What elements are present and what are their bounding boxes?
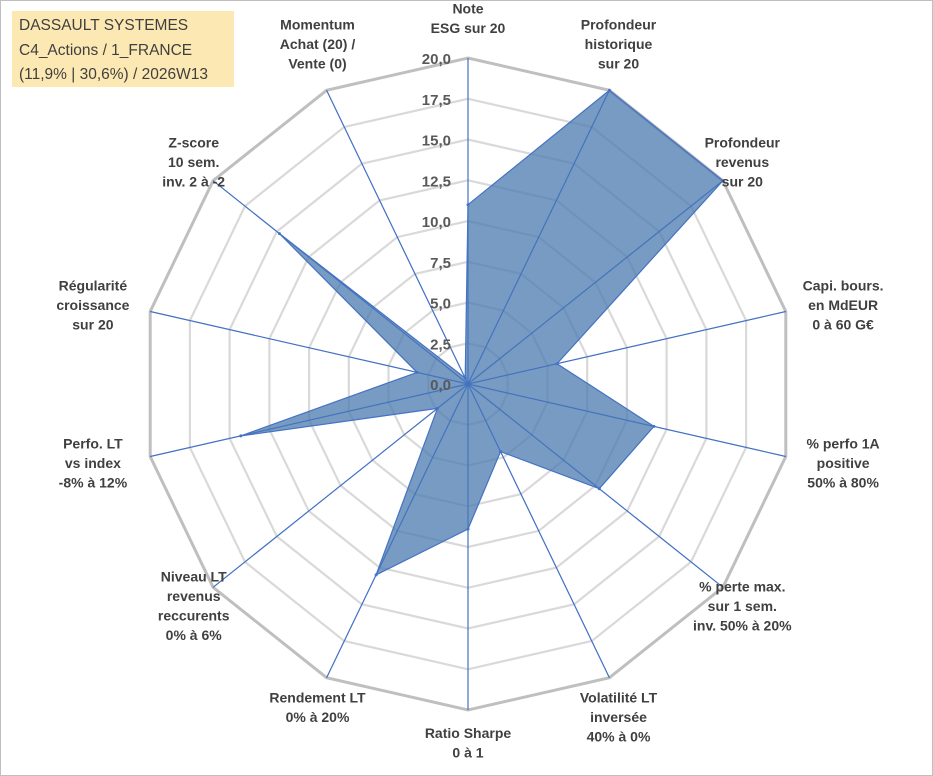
axis-label-line: sur 1 sem. — [708, 598, 777, 614]
axis-label-line: revenus — [715, 154, 769, 170]
axis-label: Momentum Achat (20) / Vente (0) — [280, 16, 356, 71]
axis-label: Perfo. LT vs index -8% à 12% — [59, 436, 128, 491]
data-point — [499, 450, 502, 454]
axis-label: Profondeur revenus sur 20 — [705, 135, 781, 190]
data-point — [721, 179, 725, 183]
axis-label-line: -8% à 12% — [59, 475, 128, 491]
data-point — [435, 406, 439, 410]
axis-spoke-overlay — [467, 383, 786, 457]
tick-label: 2,5 — [430, 336, 451, 353]
data-point — [466, 203, 470, 207]
axis-spoke-overlay — [326, 90, 469, 385]
axis-label-line: positive — [817, 455, 870, 471]
axis-label-line: inversée — [590, 709, 647, 725]
axis-spoke-overlay — [150, 311, 469, 385]
data-point — [277, 232, 281, 236]
tick-label: 15,0 — [422, 133, 451, 150]
axis-label: Volatilité LT inversée 40% à 0% — [580, 690, 658, 745]
title-line-stats: (11,9% | 30,6%) / 2026W13 — [19, 66, 208, 83]
axis-label: Note ESG sur 20 — [431, 1, 506, 36]
axis-label-line: Profondeur — [581, 16, 657, 32]
axis-label-line: sur 20 — [722, 174, 763, 190]
axis-label-line: 50% à 80% — [807, 475, 879, 491]
axis-spoke-overlay — [150, 383, 469, 457]
axis-label-line: % perte max. — [699, 579, 785, 595]
axis-label-line: 0% à 6% — [166, 627, 223, 643]
data-point — [652, 424, 656, 428]
axis-label: Régularité croissance sur 20 — [56, 277, 129, 332]
axis-spoke-overlay — [467, 383, 610, 678]
axis-label: Rendement LT 0% à 20% — [269, 690, 366, 726]
axis-spoke-overlay — [212, 383, 469, 588]
axis-label-line: Profondeur — [705, 135, 781, 151]
axis-label-line: 0% à 20% — [286, 709, 350, 725]
axis-label: Capi. bours. en MdEUR 0 à 60 G€ — [803, 277, 884, 332]
axis-spoke-overlay — [326, 383, 469, 678]
data-point — [597, 487, 601, 491]
title-line-company: DASSAULT SYSTEMES — [19, 17, 189, 34]
axis-label-line: 0 à 60 G€ — [812, 316, 874, 332]
axis-label-line: Ratio Sharpe — [425, 725, 512, 741]
axis-label-line: inv. 50% à 20% — [693, 618, 792, 634]
axis-spoke-overlay — [467, 90, 610, 385]
tick-label: 5,0 — [430, 296, 451, 313]
axis-label-line: ESG sur 20 — [431, 20, 506, 36]
tick-label: 0,0 — [430, 377, 451, 394]
axis-label-line: Note — [452, 1, 483, 17]
axis-label: Z-score 10 sem. inv. 2 à -2 — [162, 135, 225, 190]
data-point — [415, 370, 419, 374]
axis-label-line: vs index — [65, 455, 121, 471]
axis-label: Profondeur historique sur 20 — [581, 16, 657, 71]
tick-label: 20,0 — [422, 51, 451, 68]
axis-label: % perte max. sur 1 sem. inv. 50% à 20% — [693, 579, 792, 634]
axis-label-line: Niveau LT — [161, 569, 227, 585]
data-point — [463, 376, 467, 380]
axis-label-line: Capi. bours. — [803, 277, 884, 293]
title-line-category: C4_Actions / 1_FRANCE — [19, 41, 193, 59]
axis-label: Niveau LT revenus reccurents 0% à 6% — [158, 569, 230, 644]
axis-spoke-overlay — [467, 180, 724, 385]
tick-label: 17,5 — [422, 92, 451, 109]
axis-spoke-overlay — [467, 311, 786, 385]
axis-label-line: sur 20 — [598, 55, 639, 71]
axis-label-line: Momentum — [280, 16, 355, 32]
axis-label-line: reccurents — [158, 608, 230, 624]
data-point — [466, 527, 470, 531]
axis-label-line: inv. 2 à -2 — [162, 174, 225, 190]
data-point — [239, 434, 243, 438]
axis-label-line: Volatilité LT — [580, 690, 658, 706]
axis-label-line: 0 à 1 — [452, 745, 483, 761]
data-point — [374, 573, 378, 577]
axis-label-line: 10 sem. — [168, 154, 219, 170]
tick-label: 7,5 — [430, 255, 451, 272]
axis-label: Ratio Sharpe 0 à 1 — [425, 725, 512, 761]
axis-label-line: sur 20 — [72, 316, 113, 332]
axis-label-line: en MdEUR — [808, 297, 878, 313]
axis-spoke-overlay — [467, 383, 724, 588]
axis-label-line: historique — [585, 36, 653, 52]
axis-label-line: Achat (20) / — [280, 36, 356, 52]
data-point — [607, 88, 611, 92]
axis-label-line: Vente (0) — [288, 55, 346, 71]
axis-label-line: revenus — [167, 588, 221, 604]
axis-label-line: Z-score — [168, 135, 219, 151]
tick-label: 10,0 — [422, 214, 451, 231]
chart-title-box: DASSAULT SYSTEMES C4_Actions / 1_FRANCE … — [12, 11, 234, 87]
axis-spoke-overlay — [212, 180, 469, 385]
data-point — [555, 362, 559, 366]
axis-label-line: Rendement LT — [269, 690, 366, 706]
axis-label-line: Régularité — [59, 277, 128, 293]
axis-label-line: % perfo 1A — [807, 436, 880, 452]
axis-label-line: 40% à 0% — [587, 729, 651, 745]
tick-label: 12,5 — [422, 173, 451, 190]
axis-label: % perfo 1A positive 50% à 80% — [807, 436, 880, 491]
axis-label-line: Perfo. LT — [63, 436, 123, 452]
axis-label-line: croissance — [56, 297, 129, 313]
